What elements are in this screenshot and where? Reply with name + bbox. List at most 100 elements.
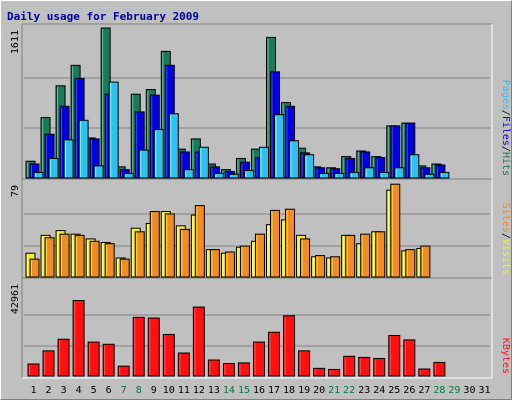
day-label-8: 8 [136, 385, 142, 396]
bar-sites-day-12 [194, 205, 205, 278]
bar-sites-day-9 [149, 211, 160, 278]
day-label-24: 24 [373, 385, 385, 396]
bar-sites-day-11 [179, 228, 190, 278]
day-label-11: 11 [178, 385, 190, 396]
bar-pages-day-2 [48, 157, 59, 179]
day-label-15: 15 [238, 385, 250, 396]
bar-pages-day-15 [243, 170, 254, 179]
bar-sites-day-1 [29, 258, 40, 278]
bar-pages-day-7 [123, 172, 134, 179]
bar-pages-day-18 [289, 140, 300, 179]
day-label-10: 10 [163, 385, 175, 396]
legend-entry: Sites [500, 203, 511, 233]
bar-pages-day-9 [153, 129, 164, 179]
day-label-22: 22 [343, 385, 355, 396]
legend-separator: / [500, 146, 511, 152]
legend-entry: Pages [500, 80, 511, 110]
day-label-12: 12 [193, 385, 205, 396]
bar-sites-day-10 [164, 213, 175, 278]
bar-pages-day-3 [63, 139, 74, 179]
bar-kbytes-day-22 [343, 355, 356, 377]
day-label-25: 25 [388, 385, 400, 396]
bar-kbytes-day-2 [42, 350, 55, 377]
bar-pages-day-17 [274, 114, 285, 179]
bar-kbytes-day-20 [313, 367, 326, 377]
bar-pages-day-22 [349, 171, 360, 179]
legend: Sites/Visits [500, 203, 511, 275]
bar-sites-day-26 [405, 249, 416, 278]
day-label-26: 26 [403, 385, 415, 396]
legend-entry: Files [500, 116, 511, 146]
bar-pages-day-10 [168, 113, 179, 179]
day-label-19: 19 [298, 385, 310, 396]
bar-pages-day-4 [78, 119, 89, 179]
bar-kbytes-day-23 [358, 356, 371, 377]
day-label-2: 2 [46, 385, 52, 396]
bar-pages-day-1 [33, 171, 44, 179]
bar-kbytes-day-10 [162, 333, 175, 377]
bar-sites-day-17 [270, 209, 281, 278]
legend-entry: KBytes [500, 338, 511, 374]
day-label-3: 3 [61, 385, 67, 396]
y-max-label: 42961 [10, 284, 21, 314]
day-label-30: 30 [463, 385, 475, 396]
bar-sites-day-7 [119, 258, 130, 278]
bar-sites-day-18 [285, 208, 296, 278]
bar-sites-day-20 [315, 255, 326, 278]
bar-pages-day-25 [394, 167, 405, 179]
bar-kbytes-day-7 [117, 365, 130, 377]
day-label-28: 28 [433, 385, 445, 396]
bar-pages-day-23 [364, 167, 375, 179]
bar-pages-day-6 [108, 81, 119, 179]
bar-sites-day-6 [104, 243, 115, 278]
bar-kbytes-day-17 [268, 331, 281, 377]
chart-panels: 1611Pages/Files/Hits79Sites/Visits42961K… [10, 23, 511, 379]
bar-pages-day-14 [228, 173, 239, 179]
day-label-29: 29 [448, 385, 460, 396]
y-max-label: 79 [10, 185, 21, 197]
bar-sites-day-19 [300, 238, 311, 278]
bar-kbytes-day-12 [192, 306, 205, 377]
panel-kbytes: 42961 KBytes [10, 277, 511, 379]
day-labels: 1 2 3 4 5 6 7 8 9 10 11 12 13 14 15 16 17 18 19 20 21 22 23 24 2… [31, 385, 491, 396]
day-label-23: 23 [358, 385, 370, 396]
bar-sites-day-8 [134, 231, 145, 278]
bar-kbytes-day-26 [403, 339, 416, 377]
bar-kbytes-day-8 [132, 316, 145, 377]
bar-pages-day-28 [439, 171, 450, 179]
bar-kbytes-day-24 [373, 357, 386, 377]
bar-kbytes-day-3 [57, 338, 70, 377]
day-label-6: 6 [106, 385, 112, 396]
bar-kbytes-day-25 [388, 335, 401, 377]
day-label-17: 17 [268, 385, 280, 396]
bar-sites-day-16 [254, 233, 265, 278]
bar-sites-day-24 [375, 231, 386, 278]
bar-kbytes-day-18 [283, 315, 296, 377]
day-label-20: 20 [313, 385, 325, 396]
bar-kbytes-day-14 [222, 363, 235, 377]
chart-title: Daily usage for February 2009 [7, 10, 199, 23]
bar-pages-day-8 [138, 149, 149, 179]
bar-kbytes-day-5 [87, 341, 100, 377]
bar-pages-day-12 [198, 146, 209, 179]
bar-kbytes-day-21 [328, 368, 341, 377]
bar-pages-day-21 [334, 172, 345, 179]
legend-entry: Hits [500, 152, 511, 176]
legend: Pages/Files/Hits [500, 80, 511, 176]
legend-separator: / [500, 110, 511, 116]
legend: KBytes [500, 338, 511, 374]
day-label-13: 13 [208, 385, 220, 396]
bar-pages-day-5 [93, 165, 104, 179]
panel-visits-sites: 79 Sites/Visits [10, 178, 511, 280]
bar-pages-day-11 [183, 169, 194, 179]
bar-pages-day-24 [379, 171, 390, 179]
legend-entry: Visits [500, 239, 511, 275]
bar-kbytes-day-19 [298, 350, 311, 377]
bar-kbytes-day-28 [433, 361, 446, 377]
day-label-4: 4 [76, 385, 82, 396]
bar-kbytes-day-13 [207, 359, 220, 377]
day-label-5: 5 [91, 385, 97, 396]
